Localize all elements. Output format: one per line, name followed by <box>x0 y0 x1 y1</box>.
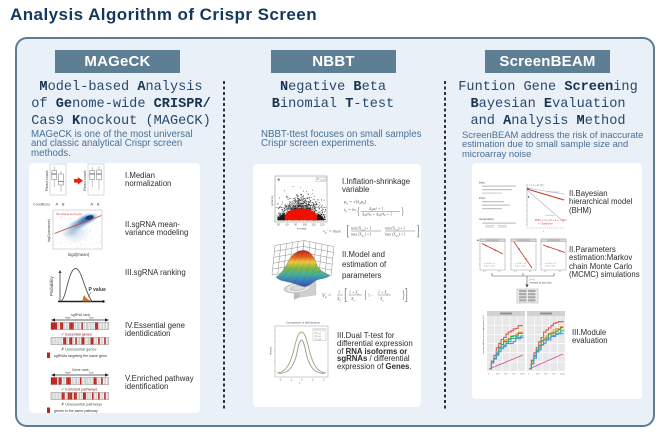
svg-text:variance: variance <box>270 195 274 206</box>
svg-text:Read count: Read count <box>44 170 49 191</box>
svg-text:Probability: Probability <box>49 276 54 296</box>
svg-text:110: 110 <box>311 223 316 227</box>
svg-text:0.1: 0.1 <box>514 271 517 273</box>
svg-text:500: 500 <box>544 374 548 376</box>
svg-text:0.1: 0.1 <box>483 271 486 273</box>
svg-text:750: 750 <box>552 374 556 376</box>
svg-text:0.5: 0.5 <box>498 271 501 273</box>
svg-text:1 + Xg: 1 + Xg <box>378 291 389 296</box>
svg-text:1000: 1000 <box>560 374 565 376</box>
svg-text:1 + Xg: 1 + Xg <box>349 291 360 296</box>
svg-text:✓ Enriched pathways: ✓ Enriched pathways <box>61 387 97 391</box>
svg-text:60: 60 <box>286 223 289 227</box>
svg-text:2: 2 <box>323 378 325 382</box>
svg-text:y = a + bx (fit): y = a + bx (fit) <box>529 184 544 187</box>
svg-text:n = 100, r = 1: n = 100, r = 1 <box>484 262 495 265</box>
svg-text:high: high <box>65 371 71 375</box>
svg-text:sgRNA rank: sgRNA rank <box>71 313 90 317</box>
svg-text:0.5: 0.5 <box>529 271 532 273</box>
svg-text:tg = ln: tg = ln <box>344 207 356 213</box>
svg-text:log2(variance): log2(variance) <box>47 219 51 242</box>
svg-text:g3: g3 <box>319 339 322 341</box>
svg-text:750: 750 <box>512 374 516 376</box>
svg-text:Xg: Xg <box>379 297 384 302</box>
svg-text:low: low <box>89 316 94 320</box>
svg-text:-1: -1 <box>290 378 293 382</box>
svg-text:1000: 1000 <box>520 374 525 376</box>
svg-text:500: 500 <box>504 374 508 376</box>
svg-text:0: 0 <box>301 378 303 382</box>
svg-text:min (Xg,n) + 1: min (Xg,n) + 1 <box>385 227 405 232</box>
svg-text:Read count: Read count <box>82 170 87 191</box>
svg-text:90: 90 <box>294 223 297 227</box>
svg-text:A: A <box>56 203 59 207</box>
svg-text:n = 100, r = 1: n = 100, r = 1 <box>515 262 526 265</box>
svg-text:μg = √(λgμg): μg = √(λgμg) <box>344 199 367 205</box>
svg-text:P value: P value <box>89 287 107 293</box>
svg-text:1: 1 <box>338 290 340 295</box>
svg-text:Λgμg² + 1: Λgμg² + 1 <box>368 207 383 211</box>
svg-text:estimate by sqrt_beta: estimate by sqrt_beta <box>530 282 553 285</box>
svg-text:50: 50 <box>277 223 280 227</box>
svg-text:Vg =: Vg = <box>322 294 331 299</box>
svg-text:100: 100 <box>303 223 308 227</box>
svg-text:reads: reads <box>320 178 326 181</box>
svg-text:x: x <box>543 230 545 233</box>
svg-text:# reads: # reads <box>297 227 307 231</box>
svg-text:high: high <box>65 316 71 320</box>
svg-text:120: 120 <box>320 223 325 227</box>
svg-text:A: A <box>91 203 94 207</box>
svg-text:x: x <box>299 382 301 385</box>
svg-text:density: density <box>269 346 273 355</box>
svg-text:low: low <box>89 371 94 375</box>
svg-text:250: 250 <box>496 374 500 376</box>
svg-text:mean = 0.05: mean = 0.05 <box>515 266 526 268</box>
svg-text:B: B <box>62 203 65 207</box>
svg-text:The variance of σ²=μ+αμ²: The variance of σ²=μ+αμ² <box>56 213 82 216</box>
svg-text:0: 0 <box>488 374 490 376</box>
svg-text:νg′ = max: νg′ = max <box>323 229 341 235</box>
svg-text:no shrinkage: no shrinkage <box>547 191 560 194</box>
svg-text:250: 250 <box>536 374 540 376</box>
svg-text:1: 1 <box>312 378 314 382</box>
svg-text:✗ Unessential genes: ✗ Unessential genes <box>61 347 97 351</box>
svg-text:mean = 0.05: mean = 0.05 <box>484 266 495 268</box>
svg-text:max (Xg,n) + 1: max (Xg,n) + 1 <box>351 233 372 238</box>
svg-text:0: 0 <box>528 374 530 376</box>
svg-text:Data:: Data: <box>479 181 486 185</box>
svg-text:BHM: y = a + bx + e, e ~ N(0,t: BHM: y = a + bx + e, e ~ N(0,t) <box>535 219 567 222</box>
svg-text:genes in the same pathway: genes in the same pathway <box>54 409 98 413</box>
svg-text:✗ Unessential pathways: ✗ Unessential pathways <box>61 402 102 406</box>
svg-text:Conditions: Conditions <box>33 203 50 207</box>
svg-text:max (Xg,n) + 1: max (Xg,n) + 1 <box>385 233 406 238</box>
svg-text:n = 3: n = 3 <box>530 280 536 282</box>
svg-text:,: , <box>384 230 385 234</box>
svg-text:g2: g2 <box>319 336 322 338</box>
svg-text:Xg: Xg <box>336 296 341 302</box>
svg-text:Prior:: Prior: <box>479 196 486 200</box>
svg-text:overlap with known essential g: overlap with known essential genes (%) <box>482 315 485 354</box>
svg-text:Λgμ²λg + Λgμ²λg + 1: Λgμ²λg + Λgμ²λg + 1 <box>361 213 392 217</box>
svg-text:Comparison of distributions: Comparison of distributions <box>286 321 320 325</box>
svg-text:a: a <box>477 238 479 242</box>
svg-text:0.5: 0.5 <box>559 271 562 273</box>
svg-text:Xg: Xg <box>350 297 355 302</box>
svg-text:Gene rank: Gene rank <box>72 368 89 372</box>
svg-text:✓ Essential genes: ✓ Essential genes <box>61 332 92 336</box>
svg-text:sgRNAs targeting the same gene: sgRNAs targeting the same gene <box>54 354 107 358</box>
svg-text:n = 100, r = 1: n = 100, r = 1 <box>545 262 556 265</box>
svg-text:g1: g1 <box>319 333 322 335</box>
svg-text:-2: -2 <box>279 378 282 382</box>
svg-text:mean = 0.05: mean = 0.05 <box>545 266 556 268</box>
svg-text:min (Xg,n) + 1: min (Xg,n) + 1 <box>351 227 371 232</box>
svg-text:1 −: 1 − <box>368 293 374 298</box>
svg-text:shrinkage: shrinkage <box>545 214 555 217</box>
svg-text:log2(mean): log2(mean) <box>68 252 90 257</box>
svg-text:B: B <box>97 203 100 207</box>
svg-text:a: a <box>278 177 281 182</box>
svg-text:0.1: 0.1 <box>544 271 547 273</box>
svg-text:marginalize:: marginalize: <box>479 217 494 221</box>
svg-text:t ~ Scaled-inv: t ~ Scaled-inv <box>538 223 553 226</box>
